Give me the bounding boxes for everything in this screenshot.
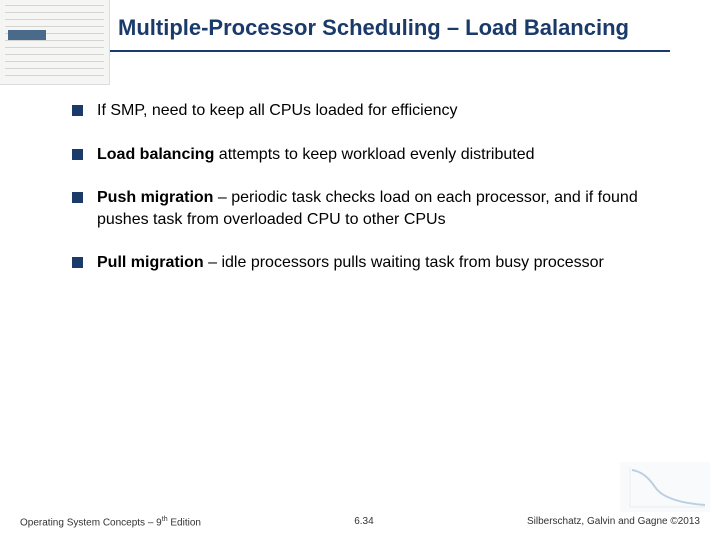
bottom-corner-graphic bbox=[620, 462, 710, 512]
bullet-item: Push migration – periodic task checks lo… bbox=[72, 187, 660, 230]
accent-box bbox=[8, 30, 46, 40]
slide-title: Multiple-Processor Scheduling – Load Bal… bbox=[118, 15, 629, 41]
bullet-item: Pull migration – idle processors pulls w… bbox=[72, 252, 660, 274]
content-area: If SMP, need to keep all CPUs loaded for… bbox=[72, 100, 660, 296]
bullet-item: If SMP, need to keep all CPUs loaded for… bbox=[72, 100, 660, 122]
corner-thumbnail-decoration bbox=[0, 0, 110, 85]
bullet-text: Load balancing attempts to keep workload… bbox=[97, 144, 535, 166]
square-bullet-icon bbox=[72, 149, 83, 160]
footer-copyright: Silberschatz, Galvin and Gagne ©2013 bbox=[527, 516, 700, 527]
bullet-text: Push migration – periodic task checks lo… bbox=[97, 187, 660, 230]
footer-page-number: 6.34 bbox=[354, 516, 373, 527]
footer: Operating System Concepts – 9th Edition … bbox=[0, 516, 720, 528]
square-bullet-icon bbox=[72, 105, 83, 116]
square-bullet-icon bbox=[72, 257, 83, 268]
bullet-item: Load balancing attempts to keep workload… bbox=[72, 144, 660, 166]
square-bullet-icon bbox=[72, 192, 83, 203]
footer-left: Operating System Concepts – 9th Edition bbox=[20, 516, 201, 528]
bullet-text: Pull migration – idle processors pulls w… bbox=[97, 252, 604, 274]
bullet-text: If SMP, need to keep all CPUs loaded for… bbox=[97, 100, 458, 122]
slide: Multiple-Processor Scheduling – Load Bal… bbox=[0, 0, 720, 540]
title-underline bbox=[110, 50, 670, 52]
